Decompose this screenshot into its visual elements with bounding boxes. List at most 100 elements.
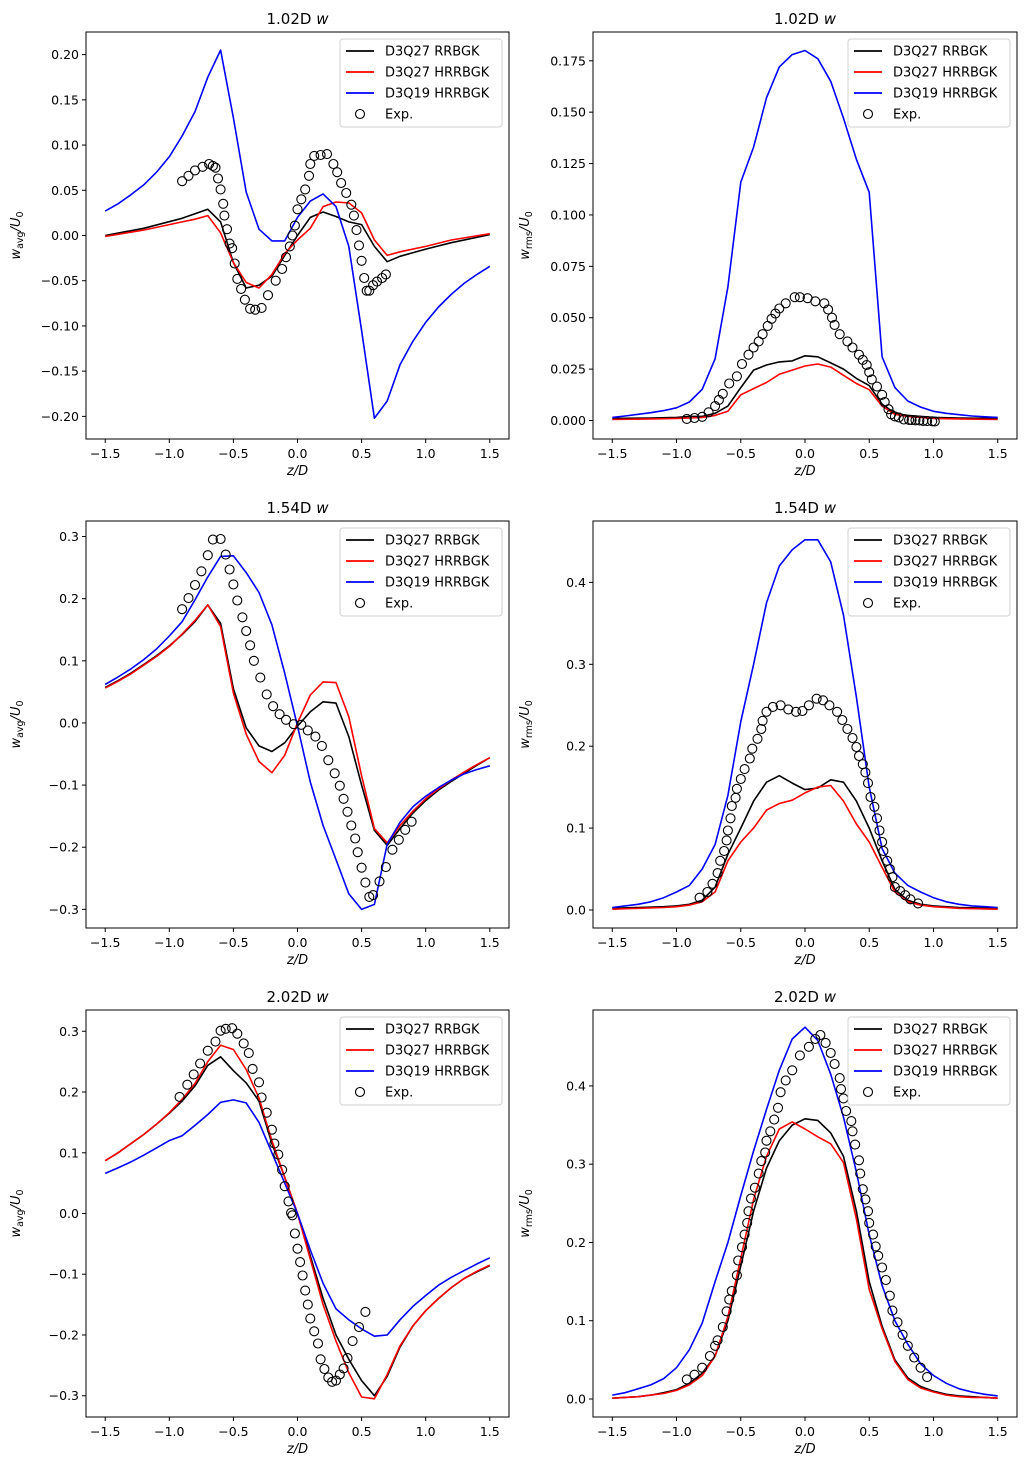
data-point-exp: [342, 1353, 353, 1364]
y-tick-label: 0.2: [566, 739, 586, 754]
y-axis-label: wavg/U0: [9, 1189, 26, 1237]
legend: D3Q27 RRBGK D3Q27 HRRBGK D3Q19 HRRBGK Exp.: [339, 38, 503, 128]
data-point-exp: [309, 150, 320, 161]
legend-item: D3Q27 HRRBGK: [854, 1044, 998, 1059]
data-point-exp: [846, 1116, 857, 1127]
legend-item: D3Q27 HRRBGK: [346, 1044, 490, 1059]
data-point-exp: [207, 160, 218, 171]
chart-title-variable: w: [824, 988, 837, 1006]
data-point-exp: [829, 319, 840, 330]
legend-label: D3Q27 HRRBGK: [893, 1044, 998, 1059]
chart-title-prefix: 2.02D: [267, 988, 317, 1006]
chart-title: 1.54D w: [267, 499, 330, 517]
data-point-exp: [305, 158, 316, 170]
y-tick-label: 0.15: [51, 92, 79, 107]
data-point-exp: [824, 700, 835, 711]
y-label-sub: rms: [524, 1209, 535, 1227]
data-point-exp: [877, 389, 888, 400]
y-tick-label: 0.4: [566, 1078, 586, 1093]
y-tick-label: 0.4: [566, 575, 586, 590]
data-point-exp: [248, 655, 259, 666]
legend-label: D3Q27 RRBGK: [385, 45, 480, 60]
data-point-exp: [869, 801, 880, 812]
y-label-tail-sub: 0: [524, 700, 535, 706]
y-tick-label: 0.1: [59, 1145, 79, 1160]
legend-label: D3Q27 HRRBGK: [893, 66, 998, 81]
data-point-exp: [757, 715, 768, 726]
x-tick-label: −0.5: [218, 446, 248, 461]
data-point-exp: [329, 768, 340, 779]
data-point-exp: [883, 404, 894, 415]
x-tick-label: −1.5: [90, 935, 120, 950]
data-point-exp: [218, 198, 229, 209]
series-line-d3q27-hrrbgk: [105, 201, 490, 289]
data-point-exp: [228, 579, 239, 590]
x-tick-label: 1.5: [480, 1424, 500, 1439]
series-line-d3q27-hrrbgk: [612, 1121, 998, 1399]
chart-title-variable: w: [824, 499, 837, 517]
legend: D3Q27 RRBGK D3Q27 HRRBGK D3Q19 HRRBGK Exp.: [847, 527, 1011, 617]
data-point-exp: [241, 625, 252, 637]
data-point-exp: [210, 162, 221, 173]
data-point-exp: [219, 210, 230, 221]
chart-title-prefix: 1.02D: [267, 10, 317, 28]
data-point-exp: [273, 1149, 284, 1160]
data-point-exp: [332, 167, 343, 178]
data-point-exp: [236, 283, 247, 294]
data-point-exp: [202, 1045, 213, 1056]
data-point-exp: [338, 793, 349, 804]
data-point-exp: [710, 1340, 721, 1351]
data-point-exp: [356, 255, 367, 266]
data-point-exp: [681, 1374, 692, 1385]
legend-label: Exp.: [893, 108, 921, 123]
chart-title: 1.54D w: [774, 499, 837, 517]
data-point-exp: [274, 709, 285, 720]
data-point-exp: [760, 1147, 771, 1158]
y-label-tail: /U: [518, 1195, 533, 1210]
y-tick-label: 0.075: [550, 259, 586, 274]
data-point-exp: [842, 723, 853, 735]
x-tick-label: −1.0: [154, 1424, 184, 1439]
data-point-exp: [237, 612, 248, 623]
data-point-exp: [292, 1243, 303, 1254]
plot-area: [104, 49, 491, 420]
y-label-var: w: [518, 738, 533, 749]
data-point-exp: [302, 725, 313, 736]
data-point-exp: [336, 177, 347, 189]
chart-title: 2.02D w: [774, 988, 837, 1006]
data-point-exp: [842, 336, 853, 347]
legend-item: D3Q19 HRRBGK: [346, 1065, 490, 1080]
x-tick-label: 0.0: [288, 935, 308, 950]
y-tick-label: −0.3: [49, 1388, 79, 1403]
data-point-exp: [717, 1321, 728, 1333]
data-point-exp: [182, 1079, 193, 1090]
x-tick-label: 0.5: [859, 446, 879, 461]
data-point-exp: [905, 894, 916, 905]
data-point-exp: [283, 1196, 294, 1207]
data-point-exp: [689, 412, 700, 424]
y-tick-label: 0.025: [550, 362, 586, 377]
data-point-exp: [346, 199, 357, 210]
legend-box: [847, 38, 1011, 128]
x-tick-label: −1.0: [661, 446, 691, 461]
y-tick-label: 0.150: [550, 105, 586, 120]
data-point-exp: [702, 886, 713, 898]
data-point-exp: [377, 272, 388, 284]
data-point-exp: [787, 1065, 798, 1076]
data-point-exp: [295, 1257, 306, 1268]
subplot-5: −1.5 −1.0 −0.5 0.0 0.5 1.0 1.5 −0.3 −0.2 −0.1 0.0 0…: [9, 988, 510, 1457]
legend-box: [339, 527, 503, 617]
chart-title: 1.02D w: [774, 10, 837, 28]
x-tick-label: 1.5: [988, 1424, 1008, 1439]
legend-item: D3Q27 RRBGK: [854, 1023, 988, 1038]
data-point-exp: [770, 308, 781, 319]
legend-item: Exp.: [354, 108, 413, 123]
data-point-exp: [280, 252, 292, 263]
data-point-exp: [256, 302, 267, 313]
legend-item: D3Q27 RRBGK: [346, 1023, 480, 1038]
series-line-d3q19-hrrbgk: [612, 1026, 998, 1397]
y-tick-label: 0.3: [566, 657, 586, 672]
data-point-exp: [400, 824, 411, 835]
series-markers-exp: [177, 149, 391, 315]
